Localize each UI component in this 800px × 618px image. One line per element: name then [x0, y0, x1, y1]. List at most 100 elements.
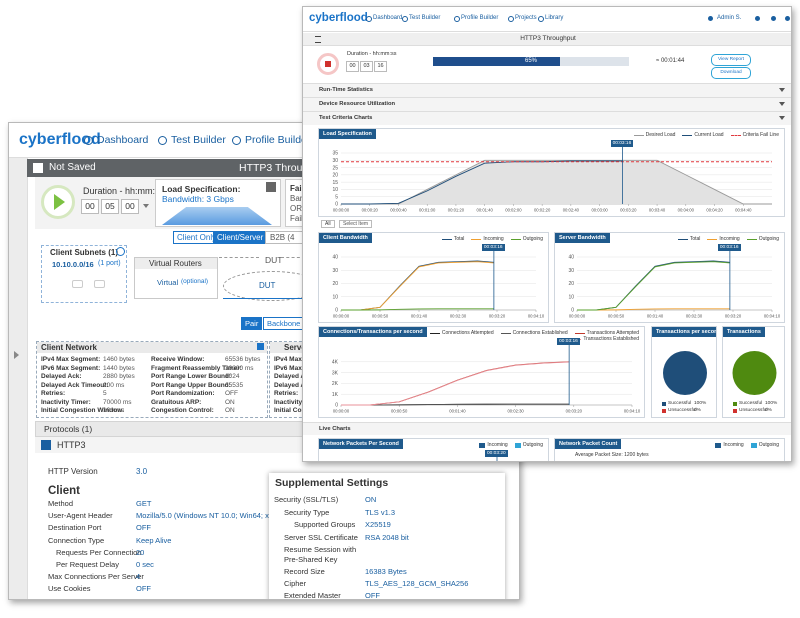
field-label: Max Connections Per Server: [48, 572, 144, 582]
y-tick-label: 30: [332, 158, 338, 164]
field-label: Per Request Delay: [56, 560, 119, 569]
section-title: Client: [48, 485, 80, 497]
y-tick-label: 0: [335, 308, 338, 314]
field-label: Destination Port: [48, 523, 102, 533]
edit-icon[interactable]: [257, 343, 264, 350]
legend-value: 0%: [765, 408, 772, 413]
x-tick-label: 00:01:40: [647, 314, 664, 319]
section-row[interactable]: Device Resource Utilization: [303, 97, 791, 111]
chart-panel: 0 5 10 15 20 25 30 35 00:00:00 00:00:20 00:00:40 00…: [318, 128, 785, 217]
field-value: 65536 bytes: [225, 356, 261, 363]
cursor-label: 00:03:16: [481, 244, 505, 251]
nav-item[interactable]: Profile Builder: [461, 15, 499, 21]
nav-tool-icon[interactable]: [755, 16, 760, 21]
x-tick-label: 00:01:40: [477, 208, 494, 213]
legend-label: Transactions Attempted: [586, 330, 639, 336]
nav-tool-icon[interactable]: [785, 16, 790, 21]
chart-title: Connections/Transactions per second: [319, 327, 427, 337]
y-tick-label: 15: [332, 180, 338, 186]
legend-item: Connections Established: [500, 330, 568, 336]
y-tick-label: 40: [568, 255, 574, 261]
chart-title: Client Bandwidth: [319, 233, 372, 243]
load-spec-value: Bandwidth: 3 Gbps: [162, 194, 234, 204]
y-tick-label: 20: [568, 281, 574, 287]
action-button[interactable]: View Report: [711, 54, 751, 66]
duration-field[interactable]: 05: [101, 199, 119, 214]
nav-item[interactable]: Test Builder: [171, 134, 226, 146]
dut-line: [219, 257, 259, 258]
mode-option[interactable]: Client Only: [173, 231, 221, 244]
field-label: Security (SSL/TLS): [274, 495, 339, 504]
logo: cyberflood: [19, 131, 101, 148]
nav-item[interactable]: Dashboard: [373, 15, 403, 21]
nav-icon: [402, 16, 408, 22]
user-menu[interactable]: Admin S.: [717, 15, 742, 21]
section-row[interactable]: Live Charts: [303, 422, 791, 435]
field-label: Port Randomization:: [151, 390, 215, 397]
field-label: Supported Groups: [294, 520, 356, 529]
x-tick-label: 00:02:30: [450, 314, 467, 319]
field-value: 1024: [225, 373, 240, 380]
nav-item[interactable]: Projects: [515, 15, 537, 21]
dut-line: [281, 257, 321, 258]
x-tick-label: 00:00:50: [608, 314, 625, 319]
filter-all[interactable]: All: [321, 220, 335, 228]
legend-label: Unsuccessful: [739, 408, 768, 413]
link-option[interactable]: Backbone: [263, 317, 305, 330]
play-icon: [54, 194, 65, 210]
legend-swatch: [574, 332, 585, 334]
legend-label: Connections Established: [512, 330, 568, 336]
y-tick-label: 40: [332, 255, 338, 261]
x-tick-label: 00:04:00: [678, 208, 695, 213]
x-tick-label: 00:04:10: [624, 409, 641, 414]
series-line: [577, 308, 730, 311]
duration-field[interactable]: 00: [121, 199, 139, 214]
nav-item[interactable]: Profile Builder: [245, 134, 311, 146]
progress-label: 65%: [524, 58, 537, 64]
field-label: Delayed Ack Timeout:: [41, 381, 109, 389]
section-title: Test Criteria Charts: [319, 115, 373, 121]
x-tick-label: 00:03:40: [649, 208, 666, 213]
duration-field[interactable]: 03: [360, 61, 373, 72]
user-icon: [708, 16, 713, 21]
dut-inner: DUT: [259, 281, 276, 290]
edit-icon[interactable]: [266, 182, 276, 192]
filter-select[interactable]: Select Item: [339, 220, 373, 228]
field-value: TLS v1.3: [365, 508, 396, 517]
duration-field[interactable]: 16: [374, 61, 387, 72]
section-row[interactable]: Test Criteria Charts: [303, 111, 791, 125]
fail-text: OR: [290, 204, 302, 213]
legend: Incoming Outgoing: [715, 442, 779, 448]
stop-icon: [325, 61, 331, 67]
legend-label: Outgoing: [522, 442, 543, 448]
duration-field[interactable]: 00: [81, 199, 99, 214]
cursor-label: 00:03:16: [557, 338, 580, 345]
protocol-icon: [41, 440, 51, 450]
legend-value: 0%: [694, 408, 701, 413]
legend-label: Current Load: [694, 132, 724, 138]
mode-option[interactable]: Client/Server: [213, 231, 268, 244]
x-tick-label: 00:02:30: [507, 409, 524, 414]
duration-field[interactable]: 00: [346, 61, 359, 72]
nav-item[interactable]: Library: [545, 15, 564, 21]
legend-item: Connections Attempted: [429, 330, 494, 336]
link-option[interactable]: Pair: [241, 317, 263, 330]
nav-tool-icon[interactable]: [771, 16, 776, 21]
legend-item: Desired Load: [633, 132, 675, 138]
nav-icon: [454, 16, 460, 22]
nav-item[interactable]: Test Builder: [409, 15, 441, 21]
legend-item: Criteria Fail Line: [730, 132, 779, 138]
y-tick-label: 25: [332, 165, 338, 171]
remaining-time: ≈ 00:01:44: [656, 58, 685, 64]
field-value: OFF: [136, 584, 151, 594]
action-button[interactable]: Download: [711, 67, 751, 79]
legend-swatch: [479, 442, 486, 448]
field-label: Resume Session with Pre-Shared Key: [284, 545, 357, 564]
field-label: Connection Type: [48, 535, 105, 545]
section-row[interactable]: Run-Time Statistics: [303, 83, 791, 97]
field-value: 1440 bytes: [103, 364, 135, 372]
nav-item[interactable]: Dashboard: [97, 134, 149, 146]
legend-item: Total: [677, 236, 700, 242]
field-value: 20: [136, 547, 145, 557]
